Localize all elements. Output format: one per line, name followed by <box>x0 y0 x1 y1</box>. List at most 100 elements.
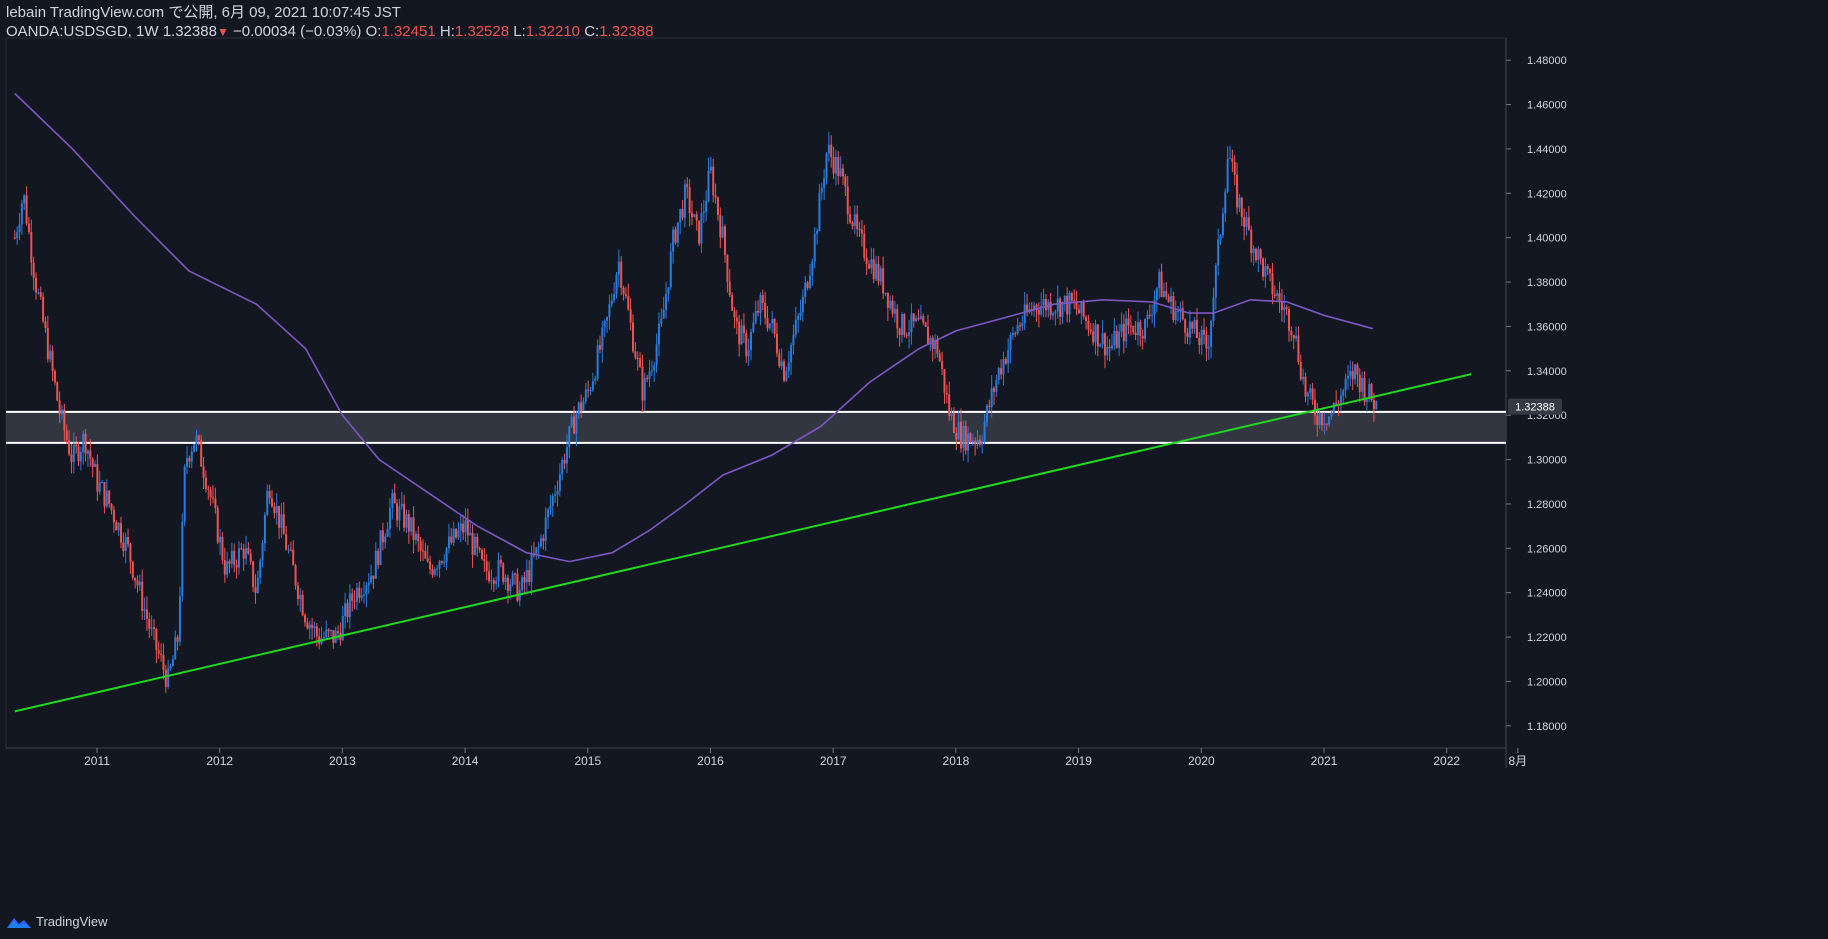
candle-body <box>304 615 307 623</box>
candle-body <box>1245 217 1248 227</box>
candle-body <box>719 215 722 238</box>
candle-body <box>504 577 507 583</box>
candle-body <box>1174 310 1177 321</box>
candle-body <box>573 416 576 434</box>
candle-body <box>1136 322 1139 336</box>
candle-body <box>1160 271 1163 297</box>
candle-body <box>318 636 321 644</box>
candle-body <box>1252 248 1255 254</box>
candle-body <box>1092 331 1095 343</box>
candle-body <box>1335 402 1338 405</box>
candle-body <box>577 402 580 415</box>
candle-body <box>514 573 517 575</box>
candle-body <box>167 668 170 687</box>
candle-body <box>1177 310 1180 312</box>
candle-body <box>200 440 203 467</box>
candle-body <box>1323 423 1326 426</box>
candle-body <box>1295 335 1298 339</box>
candle-body <box>327 629 330 631</box>
candle-body <box>226 561 229 575</box>
candle-body <box>429 561 432 570</box>
candle-body <box>785 370 788 381</box>
candle-body <box>771 319 774 324</box>
candle-body <box>422 550 425 552</box>
candle-body <box>1290 330 1293 336</box>
candle-body <box>20 203 23 225</box>
candle-body <box>466 520 469 536</box>
x-tick-label: 2019 <box>1065 754 1092 768</box>
candle-body <box>322 637 325 639</box>
candle-body <box>372 575 375 579</box>
candle-body <box>1111 345 1114 349</box>
y-tick-label: 1.26000 <box>1527 543 1567 555</box>
candle-body <box>615 274 618 295</box>
candle-body <box>1146 314 1149 320</box>
candle-body <box>464 520 467 533</box>
x-tick-label: 2011 <box>84 754 110 768</box>
candle-body <box>971 440 974 443</box>
candle-body <box>237 548 240 568</box>
candle-body <box>1304 376 1307 397</box>
candle-body <box>757 310 760 313</box>
candle-body <box>1370 383 1373 400</box>
candle-body <box>1052 313 1055 316</box>
candle-body <box>325 629 328 638</box>
candle-body <box>37 292 40 294</box>
candle-body <box>634 351 637 358</box>
candle-body <box>702 211 705 214</box>
candle-body <box>455 528 458 538</box>
candle-body <box>1049 301 1052 316</box>
y-tick-label: 1.40000 <box>1527 233 1567 245</box>
candle-body <box>32 262 35 278</box>
candle-body <box>1073 300 1076 302</box>
candle-body <box>735 317 738 322</box>
candle-body <box>190 451 193 462</box>
candle-body <box>459 523 462 531</box>
candle-body <box>870 259 873 269</box>
candle-body <box>962 425 965 449</box>
candle-body <box>358 587 361 598</box>
candle-body <box>646 377 649 380</box>
candle-body <box>405 514 408 528</box>
candle-body <box>176 637 179 642</box>
candle-body <box>535 547 538 556</box>
candle-body <box>539 538 542 547</box>
candle-body <box>547 509 550 518</box>
candle-body <box>877 263 880 282</box>
candle-body <box>679 208 682 223</box>
candle-body <box>1054 311 1057 314</box>
brand[interactable]: TradingView <box>6 914 108 929</box>
candle-body <box>1321 413 1324 426</box>
candle-body <box>417 533 420 541</box>
candle-body <box>1273 294 1276 297</box>
close-value: 1.32388 <box>599 23 654 40</box>
candle-body <box>471 532 474 555</box>
candle-body <box>495 580 498 584</box>
candle-body <box>381 530 384 543</box>
candle-body <box>813 233 816 262</box>
candle-body <box>683 184 686 218</box>
candle-body <box>211 497 214 499</box>
candle-body <box>1162 291 1165 297</box>
symbol-label: OANDA:USDSGD, 1W <box>6 23 159 40</box>
candle-body <box>490 580 493 582</box>
candle-body <box>433 569 436 575</box>
candle-body <box>1372 399 1375 410</box>
candle-body <box>51 350 54 371</box>
publish-info: lebain TradingView.com で公開, 6月 09, 2021 … <box>6 4 401 21</box>
y-tick-label: 1.34000 <box>1527 366 1567 378</box>
candle-body <box>1297 335 1300 362</box>
candle-body <box>275 505 278 513</box>
candle-body <box>1203 329 1206 335</box>
candle-body <box>35 277 38 293</box>
candle-body <box>993 388 996 392</box>
candle-body <box>1132 325 1135 333</box>
candle-body <box>72 444 75 462</box>
candle-body <box>950 413 953 416</box>
candle-body <box>424 551 427 559</box>
candle-body <box>1139 322 1142 336</box>
candle-body <box>1257 249 1260 261</box>
candle-body <box>563 460 566 464</box>
candle-body <box>68 440 71 455</box>
